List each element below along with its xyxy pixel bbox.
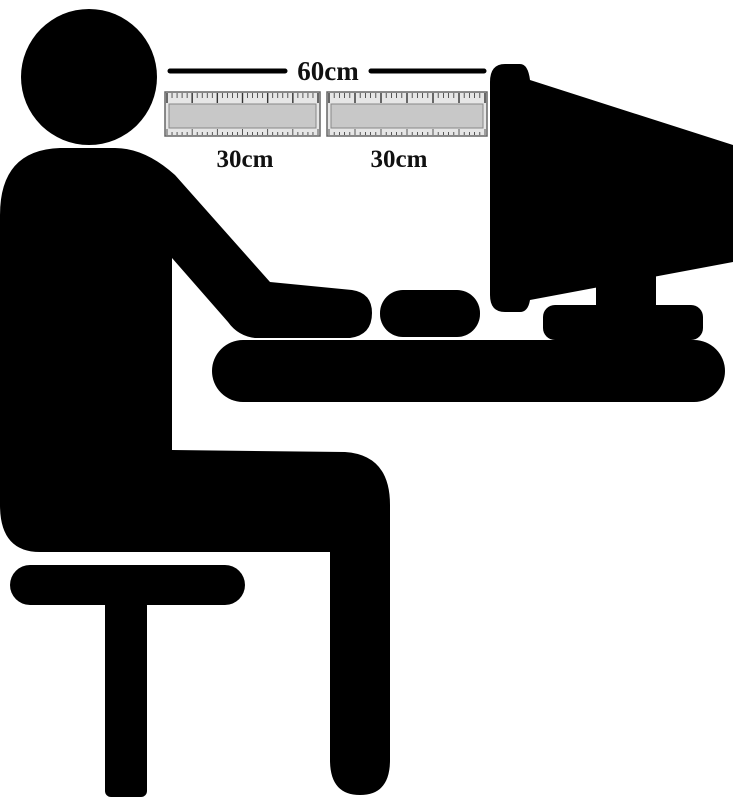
ruler-left bbox=[164, 91, 321, 137]
desk-top bbox=[212, 340, 725, 402]
stool bbox=[10, 565, 245, 797]
stool-leg bbox=[105, 600, 147, 797]
person-body bbox=[0, 148, 390, 795]
total-distance-label: 60cm bbox=[297, 56, 359, 86]
mouse bbox=[380, 290, 480, 337]
person-silhouette bbox=[0, 9, 390, 795]
monitor bbox=[490, 64, 733, 340]
ruler-right-face bbox=[330, 103, 484, 129]
monitor-base bbox=[543, 305, 703, 340]
ruler-left-ticks bbox=[166, 93, 319, 135]
segment-label-left: 30cm bbox=[217, 146, 274, 173]
monitor-screen bbox=[490, 64, 733, 312]
ruler-left-face bbox=[168, 103, 317, 129]
person-head bbox=[21, 9, 157, 145]
ruler-right-ticks bbox=[328, 93, 486, 135]
ruler-right bbox=[326, 91, 488, 137]
segment-label-right: 30cm bbox=[371, 146, 428, 173]
stool-seat bbox=[10, 565, 245, 605]
